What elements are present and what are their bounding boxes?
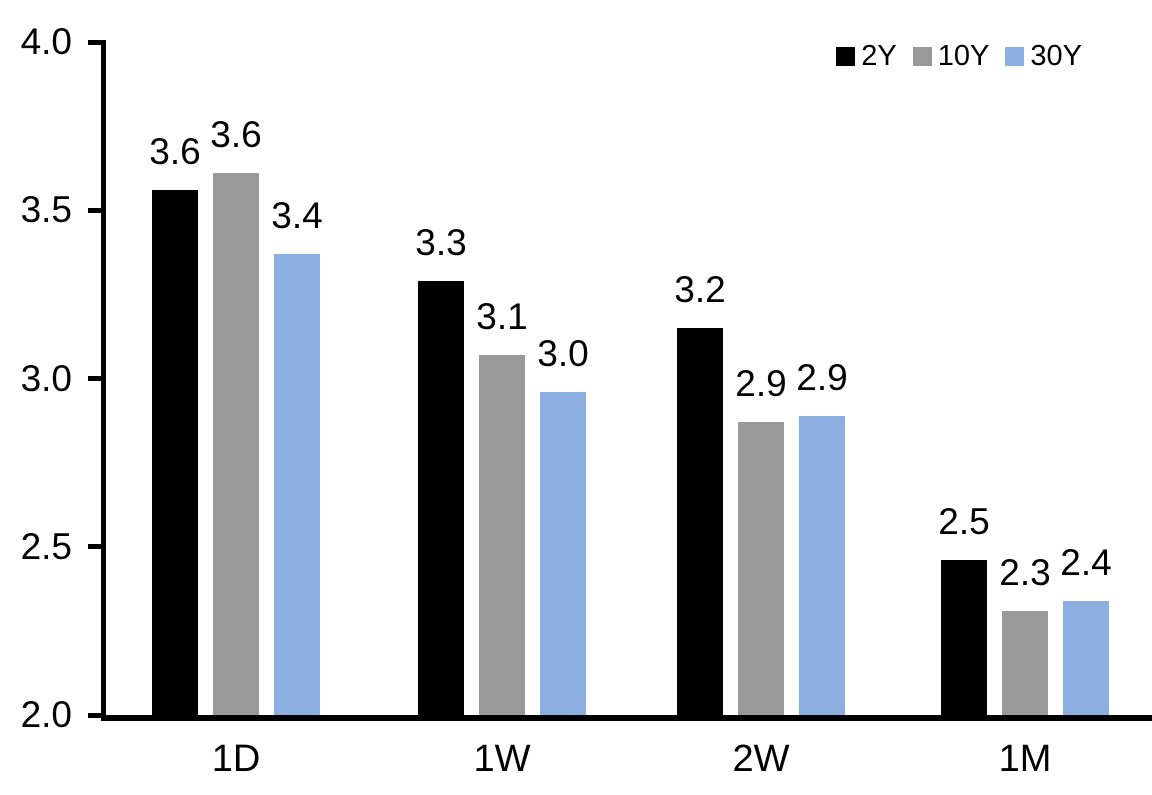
bar-10Y-1D	[213, 173, 259, 715]
bar-value-label-30Y-2W: 2.9	[796, 356, 848, 398]
bar-2Y-1W	[418, 280, 464, 715]
y-axis-tick-label: 2.5	[20, 525, 72, 567]
bar-2Y-1M	[941, 560, 987, 715]
bar-30Y-1D	[274, 253, 320, 715]
bar-10Y-2W	[738, 422, 784, 715]
bar-value-label-10Y-1M: 2.3	[999, 551, 1051, 593]
legend-label-2y: 2Y	[861, 40, 897, 72]
x-axis-category-label: 2W	[732, 738, 790, 780]
bar-2Y-1D	[152, 190, 198, 715]
legend-label-30y: 30Y	[1030, 40, 1082, 72]
bar-30Y-1M	[1063, 600, 1109, 715]
bar-2Y-2W	[677, 328, 723, 715]
y-axis-tick	[88, 376, 106, 381]
y-axis-tick-label: 3.5	[20, 189, 72, 231]
y-axis-tick	[88, 712, 106, 718]
y-axis-tick	[88, 207, 106, 213]
bar-value-label-30Y-1M: 2.4	[1060, 541, 1112, 583]
bar-value-label-2Y-1M: 2.5	[938, 501, 990, 543]
legend-swatch-30y	[1005, 47, 1025, 66]
y-axis-tick-label: 2.0	[20, 694, 72, 735]
legend-item-30y: 30Y	[1005, 42, 1082, 71]
bar-value-label-30Y-1W: 3.0	[537, 332, 589, 374]
y-axis-tick-label: 4.0	[20, 21, 72, 62]
bar-value-label-10Y-2W: 2.9	[735, 363, 787, 405]
x-axis-category-label: 1M	[998, 738, 1052, 780]
legend-label-10y: 10Y	[937, 40, 990, 72]
legend-item-2y: 2Y	[836, 40, 897, 72]
y-axis-tick	[88, 544, 106, 550]
bar-30Y-2W	[799, 415, 845, 715]
legend-item-10y: 10Y	[912, 40, 990, 72]
chart-legend: 2Y 10Y 30Y	[836, 42, 1082, 71]
x-axis-line	[101, 715, 1152, 721]
bar-10Y-1M	[1002, 610, 1048, 715]
x-axis-category-label: 1D	[211, 738, 261, 780]
y-axis-tick-label: 3.0	[20, 357, 72, 399]
bar-value-label-2Y-2W: 3.2	[674, 269, 726, 311]
legend-swatch-10y	[912, 47, 932, 66]
y-axis-tick	[88, 39, 106, 45]
bar-value-label-30Y-1D: 3.4	[271, 194, 323, 236]
bar-value-label-10Y-1W: 3.1	[476, 295, 528, 337]
x-axis-category-label: 1W	[473, 738, 531, 780]
bar-10Y-1W	[479, 354, 525, 715]
bar-30Y-1W	[540, 391, 586, 715]
bar-value-label-2Y-1W: 3.3	[415, 221, 467, 263]
bar-value-label-10Y-1D: 3.6	[210, 114, 262, 156]
legend-swatch-2y	[836, 47, 856, 66]
bar-value-label-2Y-1D: 3.6	[149, 131, 201, 173]
